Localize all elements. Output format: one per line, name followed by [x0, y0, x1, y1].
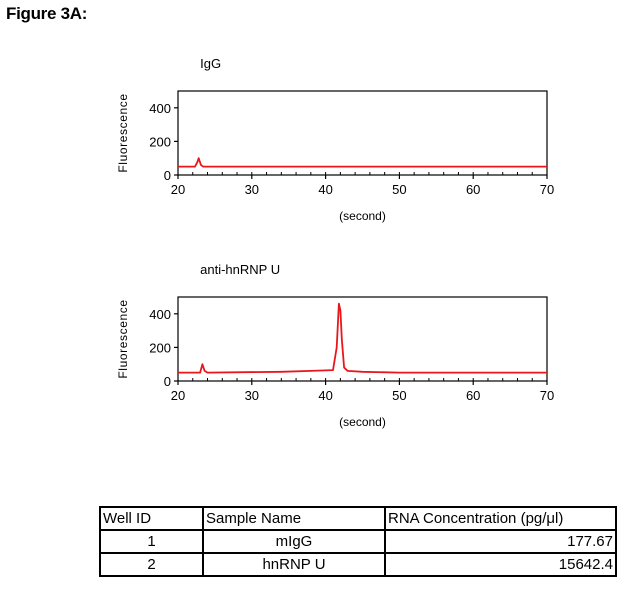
x-tick-label: 20 — [171, 182, 185, 197]
header-rna-concentration: RNA Concentration (pg/μl) — [384, 506, 617, 531]
x-tick-label: 40 — [318, 182, 332, 197]
results-table: Well ID Sample Name RNA Concentration (p… — [99, 506, 617, 577]
y-tick-label: 0 — [164, 168, 171, 183]
y-axis-label: Fluorescence — [116, 299, 130, 378]
x-axis-label: (second) — [339, 209, 386, 223]
header-well-id: Well ID — [99, 506, 204, 531]
chart-title: anti-hnRNP U — [200, 262, 280, 277]
table-row: 2 hnRNP U 15642.4 — [99, 552, 617, 577]
y-tick-label: 200 — [149, 134, 171, 149]
chart-title: IgG — [200, 56, 221, 71]
series-line — [178, 157, 547, 168]
figure-label: Figure 3A: — [6, 4, 88, 23]
x-tick-label: 50 — [392, 388, 406, 403]
cell-well-id: 1 — [99, 529, 204, 554]
x-tick-label: 20 — [171, 388, 185, 403]
cell-well-id: 2 — [99, 552, 204, 577]
plot-frame — [177, 90, 548, 176]
cell-sample-name: hnRNP U — [202, 552, 386, 577]
x-tick-label: 70 — [540, 388, 554, 403]
table-row: 1 mIgG 177.67 — [99, 529, 617, 554]
series-line — [178, 302, 547, 374]
chart-igg: IgG 20 30 40 50 60 70 0 200 400 Fluorescence (secon… — [116, 56, 554, 223]
x-tick-label: 70 — [540, 182, 554, 197]
x-axis-label: (second) — [339, 415, 386, 429]
y-tick-label: 0 — [164, 374, 171, 389]
plot-frame — [177, 296, 548, 382]
y-tick-label: 400 — [149, 101, 171, 116]
chart-anti-hnrnp-u: anti-hnRNP U 20 30 40 50 60 70 0 200 400 Fluoresce… — [116, 262, 554, 429]
y-tick-label: 400 — [149, 307, 171, 322]
cell-rna-concentration: 177.67 — [384, 529, 617, 554]
x-tick-label: 30 — [245, 388, 259, 403]
x-tick-label: 40 — [318, 388, 332, 403]
x-tick-label: 50 — [392, 182, 406, 197]
x-tick-label: 60 — [466, 182, 480, 197]
table-header-row: Well ID Sample Name RNA Concentration (p… — [99, 506, 617, 531]
y-tick-label: 200 — [149, 340, 171, 355]
y-axis-label: Fluorescence — [116, 93, 130, 172]
x-tick-label: 60 — [466, 388, 480, 403]
header-sample-name: Sample Name — [202, 506, 386, 531]
cell-sample-name: mIgG — [202, 529, 386, 554]
cell-rna-concentration: 15642.4 — [384, 552, 617, 577]
x-tick-label: 30 — [245, 182, 259, 197]
